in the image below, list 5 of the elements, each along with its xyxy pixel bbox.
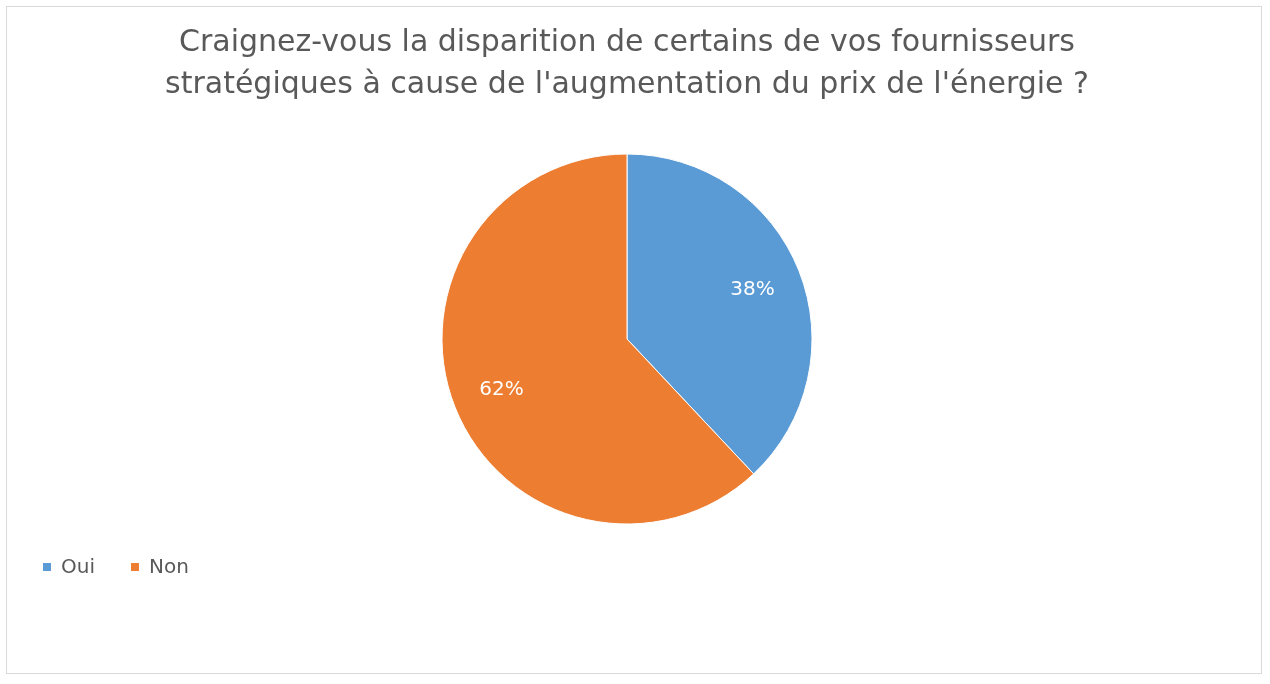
legend-label: Oui — [61, 554, 95, 578]
data-label: 62% — [479, 375, 524, 400]
chart-title: Craignez-vous la disparition de certains de vos fournisseurs stratégiques à cause de l'augmentation du prix de l'énergie ? — [165, 23, 1089, 100]
legend-label: Non — [149, 554, 189, 578]
data-label: 38% — [730, 276, 775, 301]
